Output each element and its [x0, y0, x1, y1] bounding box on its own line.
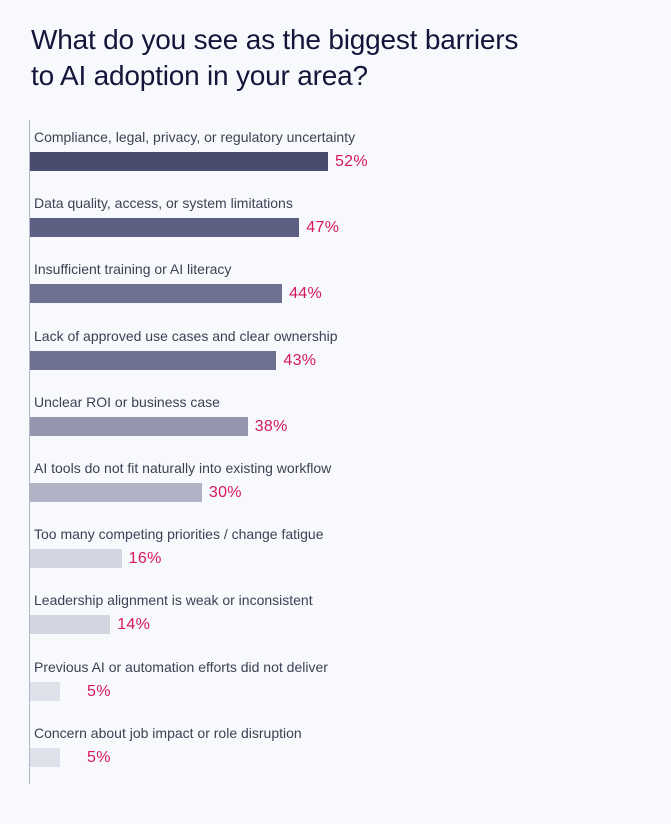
bar: [30, 284, 283, 304]
bar-row: Previous AI or automation efforts did no…: [0, 659, 671, 719]
y-axis-line: [29, 120, 30, 784]
bar: [30, 416, 248, 436]
bar: [30, 350, 277, 370]
bar-row: Compliance, legal, privacy, or regulator…: [0, 129, 671, 189]
bar-category-label: AI tools do not fit naturally into exist…: [34, 460, 332, 476]
bar-category-label: Data quality, access, or system limitati…: [34, 195, 293, 212]
bar-value-label: 44%: [289, 285, 323, 303]
bar-category-label: Compliance, legal, privacy, or regulator…: [34, 129, 356, 145]
bar: [30, 681, 60, 701]
bar-category-label: Previous AI or automation efforts did no…: [34, 658, 328, 675]
bar-row: Data quality, access, or system limitati…: [0, 195, 671, 255]
chart-title-line-1: What do you see as the biggest barriers: [31, 24, 519, 55]
bar-row: Insufficient training or AI literacy 44%: [0, 261, 671, 321]
bar-row: Unclear ROI or business case 38%: [0, 394, 671, 454]
chart-title-line-2: to AI adoption in your area?: [31, 60, 368, 91]
bar-category-label: Too many competing priorities / change f…: [34, 526, 324, 543]
bar-value-label: 38%: [254, 417, 288, 435]
bar-category-label: Leadership alignment is weak or inconsis…: [34, 592, 313, 609]
bar-category-label: Concern about job impact or role disrupt…: [34, 724, 302, 741]
bar-value-label: 47%: [306, 219, 340, 237]
bar: [30, 218, 300, 238]
bar-value-label: 52%: [334, 153, 368, 170]
bar-row: Leadership alignment is weak or inconsis…: [0, 592, 671, 652]
bar: [30, 152, 328, 171]
bar-category-label: Unclear ROI or business case: [34, 393, 220, 410]
bar: [30, 483, 202, 502]
bar-value-label: 16%: [128, 550, 162, 568]
bar-row: AI tools do not fit naturally into exist…: [0, 460, 671, 520]
bar-row: Lack of approved use cases and clear own…: [0, 328, 671, 388]
bar-value-label: 14%: [117, 616, 151, 634]
chart-title: What do you see as the biggest barriers …: [31, 22, 631, 94]
bar-category-label: Insufficient training or AI literacy: [34, 261, 232, 278]
bar-value-label: 43%: [283, 351, 317, 369]
bar-row: Concern about job impact or role disrupt…: [0, 725, 671, 785]
bar: [30, 549, 122, 569]
bar-row: Too many competing priorities / change f…: [0, 526, 671, 586]
bar: [30, 747, 60, 767]
bar-category-label: Lack of approved use cases and clear own…: [34, 327, 338, 344]
bar-value-label: 5%: [87, 748, 111, 766]
bar-value-label: 5%: [87, 682, 111, 700]
bar-value-label: 30%: [208, 484, 242, 501]
bar: [30, 615, 111, 635]
